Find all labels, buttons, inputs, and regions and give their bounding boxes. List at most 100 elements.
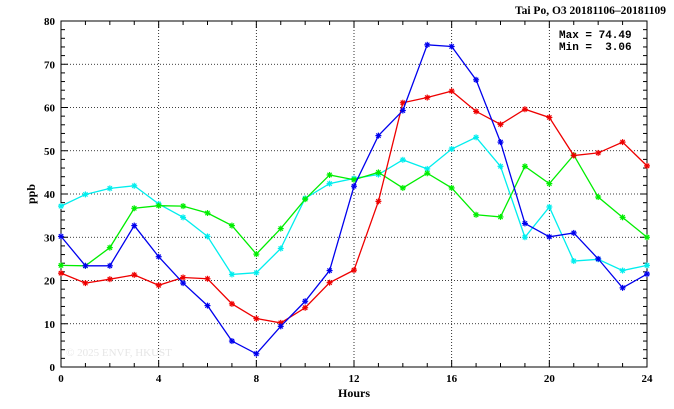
series-group — [58, 88, 650, 326]
data-point — [546, 233, 553, 240]
data-point — [131, 205, 138, 212]
data-point — [521, 234, 528, 241]
data-point — [204, 275, 211, 282]
min-label: Min = 3.06 — [559, 42, 632, 54]
data-point — [204, 233, 211, 240]
data-point — [155, 282, 162, 289]
x-tick-label: 24 — [642, 373, 654, 385]
data-point — [546, 180, 553, 187]
data-point — [106, 185, 113, 192]
data-point — [448, 43, 455, 50]
data-point — [253, 251, 260, 258]
data-point — [546, 203, 553, 210]
y-tick-label: 40 — [44, 189, 56, 201]
data-point — [375, 169, 382, 176]
y-tick-label: 50 — [44, 146, 56, 158]
data-point — [351, 183, 357, 190]
data-point — [521, 106, 528, 113]
data-point — [497, 213, 504, 220]
x-tick-label: 4 — [156, 373, 162, 385]
data-point — [302, 298, 309, 305]
data-point — [570, 258, 577, 265]
data-point — [448, 146, 455, 153]
data-point — [448, 184, 455, 191]
x-tick-label: 12 — [349, 373, 361, 385]
data-point — [155, 202, 162, 209]
data-point — [473, 108, 480, 115]
data-point — [326, 279, 333, 286]
data-point — [424, 94, 431, 101]
data-point — [521, 163, 528, 170]
data-point — [180, 274, 187, 281]
data-point — [277, 245, 284, 252]
data-point — [58, 233, 64, 240]
y-tick-label: 10 — [44, 319, 56, 331]
data-point — [546, 114, 553, 121]
data-point — [619, 267, 626, 274]
data-point — [131, 182, 138, 189]
data-point — [473, 211, 480, 218]
data-point — [326, 267, 333, 274]
data-point — [277, 225, 284, 232]
data-point — [497, 163, 504, 170]
data-point — [82, 191, 89, 198]
data-point — [595, 255, 602, 262]
y-tick-label: 20 — [44, 276, 56, 288]
data-point — [253, 350, 260, 357]
x-axis-label: Hours — [338, 386, 370, 400]
x-tick-label: 16 — [446, 373, 458, 385]
series-line — [60, 136, 648, 276]
data-point — [106, 262, 113, 269]
data-point — [277, 323, 284, 330]
data-point — [180, 203, 187, 210]
data-point — [228, 271, 235, 278]
y-axis-label: ppb — [24, 184, 38, 204]
data-point — [644, 234, 650, 241]
data-point — [399, 107, 406, 114]
data-point — [595, 149, 602, 156]
watermark: © 2025 ENVF, HKUST — [66, 347, 172, 359]
data-point — [473, 76, 480, 83]
data-point — [570, 152, 577, 159]
data-point — [82, 262, 89, 269]
data-point — [570, 229, 577, 236]
data-point — [302, 196, 309, 203]
data-point — [253, 315, 260, 322]
chart-title: Tai Po, O3 20181106–20181109 — [515, 5, 666, 17]
data-point — [448, 88, 455, 95]
tick-marks — [60, 20, 648, 368]
data-point — [131, 222, 138, 229]
y-tick-label: 80 — [44, 16, 56, 28]
data-point — [228, 338, 235, 345]
data-point — [351, 176, 357, 183]
data-point — [106, 244, 113, 251]
data-point — [375, 132, 382, 139]
data-point — [644, 162, 650, 169]
data-point — [253, 269, 260, 276]
grid-lines — [61, 21, 647, 367]
data-point — [399, 156, 406, 163]
data-point — [180, 214, 187, 221]
y-tick-label: 70 — [44, 59, 56, 71]
data-point — [180, 280, 187, 287]
y-tick-label: 30 — [44, 232, 56, 244]
data-point — [644, 262, 650, 269]
y-tick-label: 0 — [50, 362, 56, 374]
data-point — [82, 280, 89, 287]
data-point — [131, 271, 138, 278]
tick-labels: 0 4 8 12 16 20 24 0 10 20 30 40 50 60 70 80 — [44, 16, 653, 385]
data-point — [204, 302, 211, 309]
data-point — [58, 262, 64, 269]
data-point — [326, 180, 333, 187]
data-point — [595, 194, 602, 201]
data-point — [106, 276, 113, 283]
x-tick-label: 0 — [58, 373, 64, 385]
data-point — [424, 170, 431, 177]
data-point — [424, 41, 431, 48]
data-point — [302, 304, 309, 311]
data-point — [375, 198, 382, 205]
x-tick-label: 8 — [254, 373, 260, 385]
data-point — [619, 139, 626, 146]
data-point — [399, 99, 406, 106]
